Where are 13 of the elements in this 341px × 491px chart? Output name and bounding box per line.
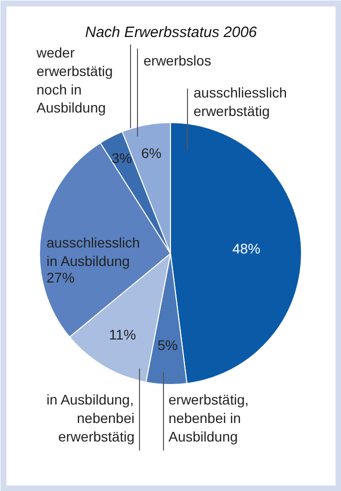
data-label: 48% bbox=[232, 240, 260, 257]
slice-label: weder erwerbstätig noch in Ausbildung bbox=[36, 44, 113, 116]
chart-title: Nach Erwerbsstatus 2006 bbox=[85, 24, 258, 41]
slice-label: ausschliesslich in Ausbildung bbox=[46, 234, 140, 269]
data-label: 3% bbox=[112, 150, 132, 166]
data-label: 27% bbox=[46, 270, 75, 286]
data-label: 11% bbox=[108, 326, 136, 343]
data-label: 6% bbox=[141, 145, 162, 162]
slice-label: in Ausbildung, nebenbei erwerbstätig bbox=[46, 392, 135, 444]
data-label: 5% bbox=[158, 337, 178, 354]
slice-label: erwerbstätig, nebenbei in Ausbildung bbox=[168, 392, 249, 444]
slice-label: ausschliesslich erwerbstätig bbox=[194, 84, 287, 119]
slice-label: erwerbslos bbox=[144, 52, 212, 68]
